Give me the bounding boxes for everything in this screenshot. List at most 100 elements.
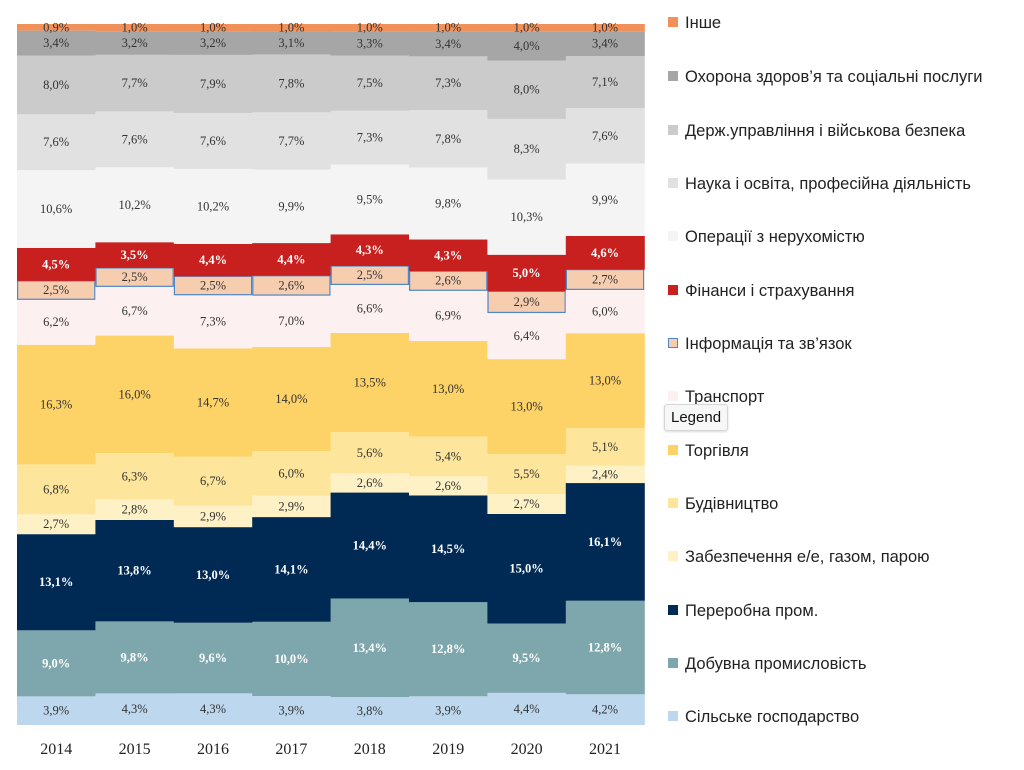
bar-segment-фінанси-і-страхування-2016 bbox=[173, 243, 253, 277]
data-label-будівництво-2020: 5,5% bbox=[514, 467, 540, 481]
legend-item-операції-з-нерухомістю[interactable]: Операції з нерухомістю bbox=[668, 226, 1024, 248]
data-label-торгівля-2017: 14,0% bbox=[275, 392, 307, 406]
bar-segment-наука-і-освіта-професійна-діяльність-2015 bbox=[95, 111, 175, 168]
data-label-наука-і-освіта-професійна-діяльність-2020: 8,3% bbox=[514, 142, 540, 156]
bar-segment-транспорт-2015 bbox=[95, 286, 175, 336]
legend-swatch-операції-з-нерухомістю bbox=[668, 231, 678, 241]
bar-segment-торгівля-2016 bbox=[173, 348, 253, 457]
legend-label: Забезпечення е/е, газом, парою bbox=[685, 548, 930, 566]
bar-segment-добувна-промисловість-2019 bbox=[409, 602, 488, 697]
data-label-охорона-здоров-я-та-соціальні-послуги-2019: 3,4% bbox=[435, 37, 461, 51]
data-label-будівництво-2021: 5,1% bbox=[592, 440, 618, 454]
bar-segment-забезпечення-е-е-газом-парою-2019 bbox=[409, 476, 488, 496]
bar-segment-фінанси-і-страхування-2014 bbox=[17, 247, 96, 281]
data-label-інше-2018: 1,0% bbox=[357, 21, 383, 35]
data-label-сільське-господарство-2016: 4,3% bbox=[200, 702, 226, 716]
bar-segment-будівництво-2018 bbox=[330, 432, 410, 474]
data-label-інше-2020: 1,0% bbox=[514, 21, 540, 35]
bar-segment-сільське-господарство-2017 bbox=[252, 696, 332, 725]
legend-item-добувна-промисловість[interactable]: Добувна промисловість bbox=[668, 653, 1024, 675]
data-label-інформація-та-зв-язок-2020: 2,9% bbox=[514, 295, 540, 309]
data-label-інше-2015: 1,0% bbox=[122, 21, 148, 35]
data-label-сільське-господарство-2014: 3,9% bbox=[43, 704, 69, 718]
data-label-торгівля-2020: 13,0% bbox=[510, 400, 542, 414]
legend-item-інформація-та-зв-язок[interactable]: Інформація та зв’язок bbox=[668, 333, 1024, 355]
legend-label: Інше bbox=[685, 14, 722, 32]
bar-segment-переробна-пром-2016 bbox=[173, 527, 253, 623]
bar-segment-транспорт-2014 bbox=[17, 299, 96, 345]
stacked-bar-chart: 3,9% 9,0% 13,1% 2,7% 6,8% 16,3% 6,2% 2,5% 4,5% 10… bbox=[17, 20, 645, 758]
bar-segment-будівництво-2017 bbox=[252, 450, 332, 496]
data-label-охорона-здоров-я-та-соціальні-послуги-2017: 3,1% bbox=[278, 36, 304, 50]
bar-segment-фінанси-і-страхування-2020 bbox=[487, 254, 567, 292]
bar-segment-інформація-та-зв-язок-2017 bbox=[252, 275, 331, 296]
data-label-торгівля-2016: 14,7% bbox=[197, 395, 229, 409]
data-label-охорона-здоров-я-та-соціальні-послуги-2016: 3,2% bbox=[200, 36, 226, 50]
data-label-добувна-промисловість-2018: 13,4% bbox=[353, 641, 387, 655]
legend-item-охорона-здоров-я-та-соціальні-послуги[interactable]: Охорона здоров’я та соціальні послуги bbox=[668, 66, 1024, 88]
bar-segment-добувна-промисловість-2017 bbox=[252, 621, 332, 697]
bar-segment-фінанси-і-страхування-2019 bbox=[409, 239, 488, 272]
data-label-охорона-здоров-я-та-соціальні-послуги-2018: 3,3% bbox=[357, 36, 383, 50]
data-label-інформація-та-зв-язок-2019: 2,6% bbox=[435, 274, 461, 288]
legend-item-інше[interactable]: Інше bbox=[668, 12, 1024, 34]
bar-segment-транспорт-2020 bbox=[487, 312, 567, 360]
bar-segment-фінанси-і-страхування-2015 bbox=[95, 242, 175, 268]
x-tick-label-2015: 2015 bbox=[119, 741, 151, 758]
data-label-інше-2019: 1,0% bbox=[435, 21, 461, 35]
bar-segment-будівництво-2019 bbox=[409, 436, 488, 477]
legend-item-торгівля[interactable]: Торгівля bbox=[668, 440, 1024, 462]
bar-segment-інше-2017 bbox=[252, 24, 332, 32]
bar-segment-забезпечення-е-е-газом-парою-2018 bbox=[330, 473, 410, 493]
data-label-фінанси-і-страхування-2021: 4,6% bbox=[591, 246, 619, 260]
legend-item-забезпечення-е-е-газом-парою[interactable]: Забезпечення е/е, газом, парою bbox=[668, 546, 1024, 568]
legend-swatch-інше bbox=[668, 17, 678, 27]
bar-segment-операції-з-нерухомістю-2020 bbox=[487, 179, 567, 255]
legend-item-держ-управління-і-військова-безпека[interactable]: Держ.управління і військова безпека bbox=[668, 120, 1024, 142]
bar-segment-операції-з-нерухомістю-2014 bbox=[17, 170, 96, 248]
legend-item-наука-і-освіта-професійна-діяльність[interactable]: Наука і освіта, професійна діяльність bbox=[668, 173, 1024, 195]
data-label-транспорт-2017: 7,0% bbox=[278, 314, 304, 328]
data-label-транспорт-2019: 6,9% bbox=[435, 309, 461, 323]
legend-swatch-будівництво bbox=[668, 498, 678, 508]
bar-segment-добувна-промисловість-2020 bbox=[487, 623, 567, 693]
data-label-операції-з-нерухомістю-2017: 9,9% bbox=[278, 199, 304, 213]
data-label-транспорт-2020: 6,4% bbox=[514, 329, 540, 343]
data-label-торгівля-2021: 13,0% bbox=[589, 374, 621, 388]
legend-label: Будівництво bbox=[685, 495, 779, 513]
legend-swatch-наука-і-освіта-професійна-діяльність bbox=[668, 178, 678, 188]
data-label-торгівля-2018: 13,5% bbox=[354, 376, 386, 390]
data-label-фінанси-і-страхування-2014: 4,5% bbox=[42, 257, 70, 271]
x-tick-label-2017: 2017 bbox=[275, 741, 307, 758]
legend-item-будівництво[interactable]: Будівництво bbox=[668, 493, 1024, 515]
legend-item-сільське-господарство[interactable]: Сільське господарство bbox=[668, 706, 1024, 728]
legend-item-транспорт[interactable]: Транспорт bbox=[668, 386, 1024, 408]
legend-label: Сільське господарство bbox=[685, 708, 860, 726]
legend-item-переробна-пром[interactable]: Переробна пром. bbox=[668, 600, 1024, 622]
data-label-торгівля-2014: 16,3% bbox=[40, 398, 72, 412]
legend-swatch-транспорт bbox=[668, 391, 678, 401]
bar-segment-охорона-здоров-я-та-соціальні-послуги-2020 bbox=[487, 31, 567, 61]
bar-segment-торгівля-2014 bbox=[17, 344, 96, 465]
bar-segment-транспорт-2017 bbox=[252, 295, 332, 348]
bar-segment-торгівля-2015 bbox=[95, 335, 175, 454]
data-label-будівництво-2018: 5,6% bbox=[357, 446, 383, 460]
bar-segment-транспорт-2019 bbox=[409, 290, 488, 342]
legend-swatch-охорона-здоров-я-та-соціальні-послуги bbox=[668, 71, 678, 81]
data-label-фінанси-і-страхування-2018: 4,3% bbox=[356, 243, 384, 257]
bar-segment-охорона-здоров-я-та-соціальні-послуги-2016 bbox=[173, 31, 253, 55]
bar-segment-забезпечення-е-е-газом-парою-2021 bbox=[565, 465, 645, 484]
legend-label: Операції з нерухомістю bbox=[685, 228, 865, 246]
data-label-транспорт-2021: 6,0% bbox=[592, 304, 618, 318]
bar-segment-забезпечення-е-е-газом-парою-2015 bbox=[95, 499, 175, 520]
bar-segment-торгівля-2021 bbox=[565, 333, 645, 429]
legend-item-фінанси-і-страхування[interactable]: Фінанси і страхування bbox=[668, 280, 1024, 302]
data-label-добувна-промисловість-2015: 9,8% bbox=[121, 650, 149, 664]
bar-segment-операції-з-нерухомістю-2015 bbox=[95, 167, 175, 243]
data-label-транспорт-2015: 6,7% bbox=[122, 304, 148, 318]
bar-segment-забезпечення-е-е-газом-парою-2016 bbox=[173, 505, 253, 528]
data-label-держ-управління-і-військова-безпека-2018: 7,5% bbox=[357, 76, 383, 90]
legend-label: Фінанси і страхування bbox=[685, 282, 855, 300]
data-label-наука-і-освіта-професійна-діяльність-2017: 7,7% bbox=[278, 134, 304, 148]
data-label-охорона-здоров-я-та-соціальні-послуги-2015: 3,2% bbox=[122, 36, 148, 50]
